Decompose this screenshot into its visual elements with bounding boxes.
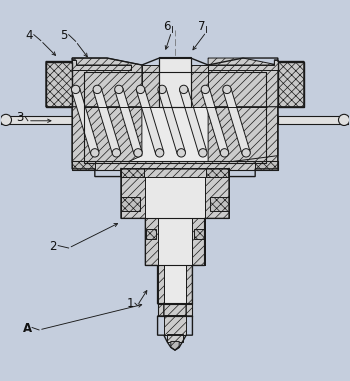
Text: 5: 5 [60,29,67,42]
Bar [210,197,229,211]
Bar [159,57,191,107]
Polygon shape [136,88,164,154]
Bar [121,168,144,176]
Polygon shape [193,218,205,266]
Polygon shape [208,107,278,163]
Bar [278,115,349,124]
Text: 4: 4 [25,29,33,42]
Bar [164,265,186,304]
Polygon shape [84,75,266,163]
Polygon shape [121,168,229,176]
Circle shape [223,85,231,94]
Text: A: A [23,322,33,335]
Polygon shape [145,218,158,266]
Bar [145,176,205,218]
Circle shape [71,85,80,94]
Bar [206,168,229,176]
Bar [158,218,192,266]
Text: 6: 6 [163,20,170,33]
Polygon shape [171,341,179,350]
Polygon shape [223,88,250,154]
Circle shape [115,85,123,94]
Bar [72,161,278,170]
Bar [146,229,156,239]
Polygon shape [93,88,120,154]
Polygon shape [191,58,208,107]
Bar [278,61,304,107]
Bar [46,61,72,107]
Polygon shape [72,88,99,154]
Polygon shape [164,315,186,335]
Circle shape [220,149,229,157]
Text: 7: 7 [198,20,205,33]
Bar [194,229,204,239]
Polygon shape [208,60,278,70]
Polygon shape [180,88,207,154]
Polygon shape [201,88,229,154]
Circle shape [0,114,12,125]
Bar [159,58,191,107]
Circle shape [177,149,186,157]
Circle shape [180,85,188,94]
Circle shape [158,85,166,94]
Circle shape [155,149,164,157]
Polygon shape [158,265,164,304]
Polygon shape [72,60,131,70]
Polygon shape [121,176,145,218]
Bar [158,303,192,316]
Bar [158,303,192,316]
Polygon shape [208,107,278,163]
Bar [46,61,72,107]
Text: 2: 2 [49,240,57,253]
Polygon shape [158,88,185,154]
Polygon shape [167,335,183,342]
Text: 1: 1 [126,297,134,310]
Circle shape [201,85,210,94]
Circle shape [199,149,207,157]
Bar [278,61,304,107]
Polygon shape [142,58,159,107]
Bar [84,72,266,163]
Polygon shape [208,58,278,107]
Bar [1,115,72,124]
Bar [72,161,278,170]
Polygon shape [72,58,142,107]
Circle shape [134,149,142,157]
Circle shape [136,85,145,94]
Polygon shape [186,265,193,304]
Circle shape [242,149,250,157]
Polygon shape [72,107,142,163]
Circle shape [91,149,99,157]
Circle shape [93,85,102,94]
Text: 3: 3 [16,111,24,124]
Polygon shape [115,88,142,154]
Bar [121,197,140,211]
Polygon shape [205,176,229,218]
Circle shape [338,114,350,125]
Circle shape [112,149,121,157]
Bar [255,161,278,170]
Bar [72,161,95,170]
